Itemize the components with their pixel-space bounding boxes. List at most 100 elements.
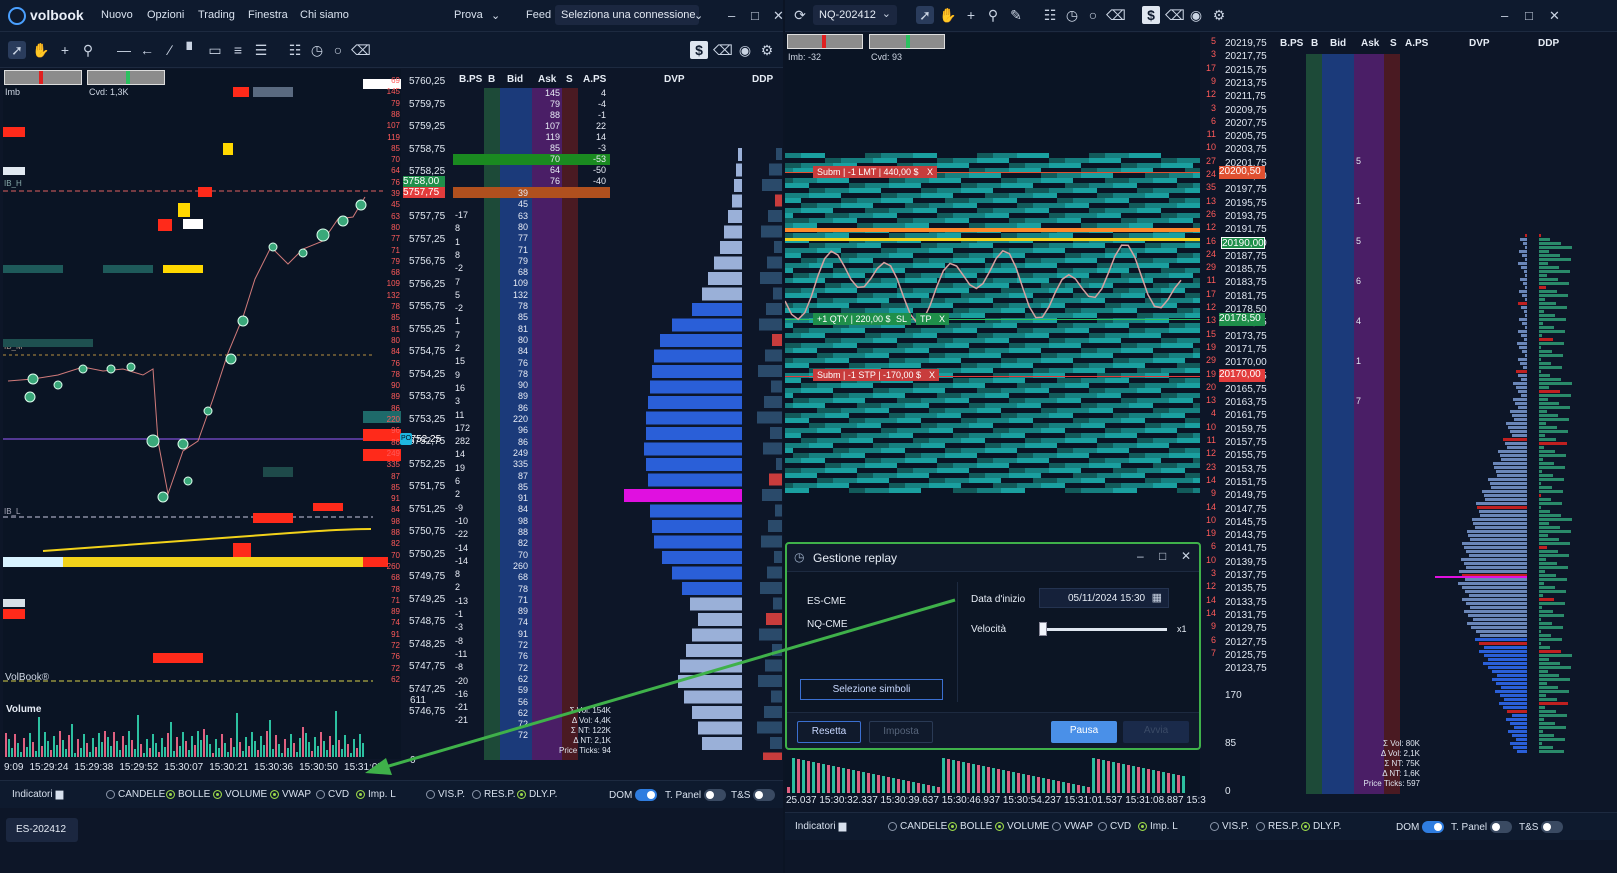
- settings-sliders-icon[interactable]: ☷: [1043, 7, 1057, 23]
- eraser-icon[interactable]: ⌫: [1106, 7, 1126, 23]
- minimize-icon[interactable]: –: [728, 8, 736, 23]
- ruler-icon[interactable]: ▘: [186, 42, 198, 58]
- cursor-icon[interactable]: ➚: [8, 41, 26, 59]
- tp-button[interactable]: TP: [916, 313, 936, 325]
- reset-button[interactable]: Resetta: [797, 721, 861, 743]
- option-bolle[interactable]: BOLLE: [166, 789, 210, 800]
- connection-select[interactable]: Seleziona una connessione: [555, 5, 699, 25]
- eraser-icon[interactable]: ⌫: [1165, 7, 1185, 23]
- zoom-icon[interactable]: ⚲: [82, 42, 94, 58]
- hline-icon[interactable]: —: [117, 42, 131, 58]
- tpanel-toggle[interactable]: T. Panel: [665, 789, 727, 801]
- ts-toggle[interactable]: T&S: [731, 789, 776, 801]
- dom-toggle[interactable]: DOM: [1396, 821, 1445, 833]
- option-vis-p[interactable]: VIS.P.: [426, 789, 465, 800]
- symbol-list-item[interactable]: ES-CME: [807, 596, 846, 607]
- option-imp-l[interactable]: Imp. L: [1138, 821, 1178, 832]
- pause-button[interactable]: Pausa: [1051, 721, 1117, 743]
- order-stop-tag[interactable]: Subm | -1 STP | -170,00 $: [813, 369, 926, 381]
- option-res-p[interactable]: RES.P.: [472, 789, 516, 800]
- menu-chi-siamo[interactable]: Chi siamo: [300, 9, 349, 21]
- close-order-icon[interactable]: X: [923, 166, 938, 178]
- left-footprint-chart[interactable]: Imb Cvd: 1,3K IB_H IB_M IB_L: [3, 69, 401, 773]
- menu-trading[interactable]: Trading: [198, 9, 235, 21]
- chevron-down-icon[interactable]: ⌄: [694, 10, 704, 22]
- option-res-p[interactable]: RES.P.: [1256, 821, 1300, 832]
- zoom-icon[interactable]: ⚲: [987, 7, 999, 23]
- sl-button[interactable]: SL: [892, 313, 912, 325]
- record-icon[interactable]: ◉: [738, 42, 752, 58]
- refresh-icon[interactable]: ⟳: [794, 7, 806, 23]
- pen-icon[interactable]: ✎: [1010, 7, 1022, 23]
- start-button[interactable]: Avvia: [1123, 721, 1189, 743]
- menu-opzioni[interactable]: Opzioni: [147, 9, 185, 21]
- option-vwap[interactable]: VWAP: [270, 789, 311, 800]
- speed-slider-track[interactable]: [1039, 622, 1167, 636]
- option-volume[interactable]: VOLUME: [995, 821, 1049, 832]
- eraser-icon[interactable]: ⌫: [351, 42, 371, 58]
- hand-icon[interactable]: ✋: [32, 42, 50, 58]
- option-dly-p[interactable]: DLY.P.: [1301, 821, 1341, 832]
- dom-toggle[interactable]: DOM: [609, 789, 658, 801]
- option-candele[interactable]: CANDELE: [106, 789, 165, 800]
- gear-icon[interactable]: ⚙: [760, 42, 774, 58]
- maximize-icon[interactable]: □: [1159, 549, 1167, 563]
- crosshair-icon[interactable]: +: [60, 42, 70, 58]
- comment-icon[interactable]: ○: [1088, 7, 1098, 23]
- trendline-icon[interactable]: ∕: [168, 42, 172, 58]
- record-icon[interactable]: ◉: [1189, 7, 1203, 23]
- calendar-icon[interactable]: ▦: [1151, 592, 1162, 604]
- lines-icon[interactable]: ☰: [254, 42, 268, 58]
- close-icon[interactable]: ✕: [773, 8, 783, 23]
- ts-toggle[interactable]: T&S: [1519, 821, 1564, 833]
- heat-cell: [889, 208, 897, 213]
- option-candele[interactable]: CANDELE: [888, 821, 947, 832]
- order-limit-tag[interactable]: Subm | -1 LMT | 440,00 $: [813, 166, 923, 178]
- option-cvd[interactable]: CVD: [1098, 821, 1131, 832]
- hand-icon[interactable]: ✋: [939, 7, 957, 23]
- profile-select[interactable]: Prova: [454, 9, 483, 21]
- close-order-icon[interactable]: X: [925, 369, 940, 381]
- symbol-list-item[interactable]: NQ-CME: [807, 619, 848, 630]
- option-vis-p[interactable]: VIS.P.: [1210, 821, 1249, 832]
- indicators-button[interactable]: Indicatori ▆: [795, 821, 847, 832]
- minimize-icon[interactable]: –: [1137, 549, 1144, 563]
- option-vwap[interactable]: VWAP: [1052, 821, 1093, 832]
- comment-icon[interactable]: ○: [333, 42, 343, 58]
- tpanel-toggle[interactable]: T. Panel: [1451, 821, 1513, 833]
- minimize-icon[interactable]: –: [1501, 8, 1509, 23]
- close-icon[interactable]: ✕: [1549, 8, 1560, 23]
- order-qty-tag[interactable]: +1 QTY | 220,00 $: [813, 313, 895, 325]
- option-dly-p[interactable]: DLY.P.: [517, 789, 557, 800]
- set-button[interactable]: Imposta: [869, 721, 933, 743]
- rectangle-icon[interactable]: ▭: [208, 42, 222, 58]
- dollar-icon[interactable]: $: [1142, 6, 1160, 24]
- symbol-select[interactable]: NQ-202412 ⌄: [813, 5, 897, 25]
- start-date-field[interactable]: 05/11/2024 15:30 ▦: [1039, 588, 1169, 608]
- crosshair-icon[interactable]: +: [966, 7, 976, 23]
- cursor-icon[interactable]: ➚: [916, 6, 934, 24]
- fib-icon[interactable]: ≡: [233, 42, 243, 58]
- menu-nuovo[interactable]: Nuovo: [101, 9, 133, 21]
- timer-icon[interactable]: ◷: [1065, 7, 1079, 23]
- eraser-icon[interactable]: ⌫: [713, 42, 733, 58]
- option-cvd[interactable]: CVD: [316, 789, 349, 800]
- timer-icon[interactable]: ◷: [310, 42, 324, 58]
- option-volume[interactable]: VOLUME: [213, 789, 267, 800]
- ray-icon[interactable]: ←: [140, 42, 154, 58]
- select-symbols-button[interactable]: Selezione simboli: [800, 679, 943, 700]
- close-icon[interactable]: ✕: [1181, 549, 1192, 563]
- symbol-tab[interactable]: ES-202412: [6, 818, 78, 842]
- close-order-icon[interactable]: X: [935, 313, 950, 325]
- menu-finestra[interactable]: Finestra: [248, 9, 288, 21]
- gear-icon[interactable]: ⚙: [1212, 7, 1226, 23]
- indicators-button[interactable]: Indicatori ▆: [12, 789, 64, 800]
- option-imp-l[interactable]: Imp. L: [356, 789, 396, 800]
- maximize-icon[interactable]: □: [751, 8, 759, 23]
- option-bolle[interactable]: BOLLE: [948, 821, 992, 832]
- chevron-down-icon[interactable]: ⌄: [491, 10, 501, 22]
- settings-sliders-icon[interactable]: ☷: [288, 42, 302, 58]
- speed-slider-handle[interactable]: [1039, 622, 1047, 636]
- maximize-icon[interactable]: □: [1525, 8, 1533, 23]
- dollar-icon[interactable]: $: [690, 41, 708, 59]
